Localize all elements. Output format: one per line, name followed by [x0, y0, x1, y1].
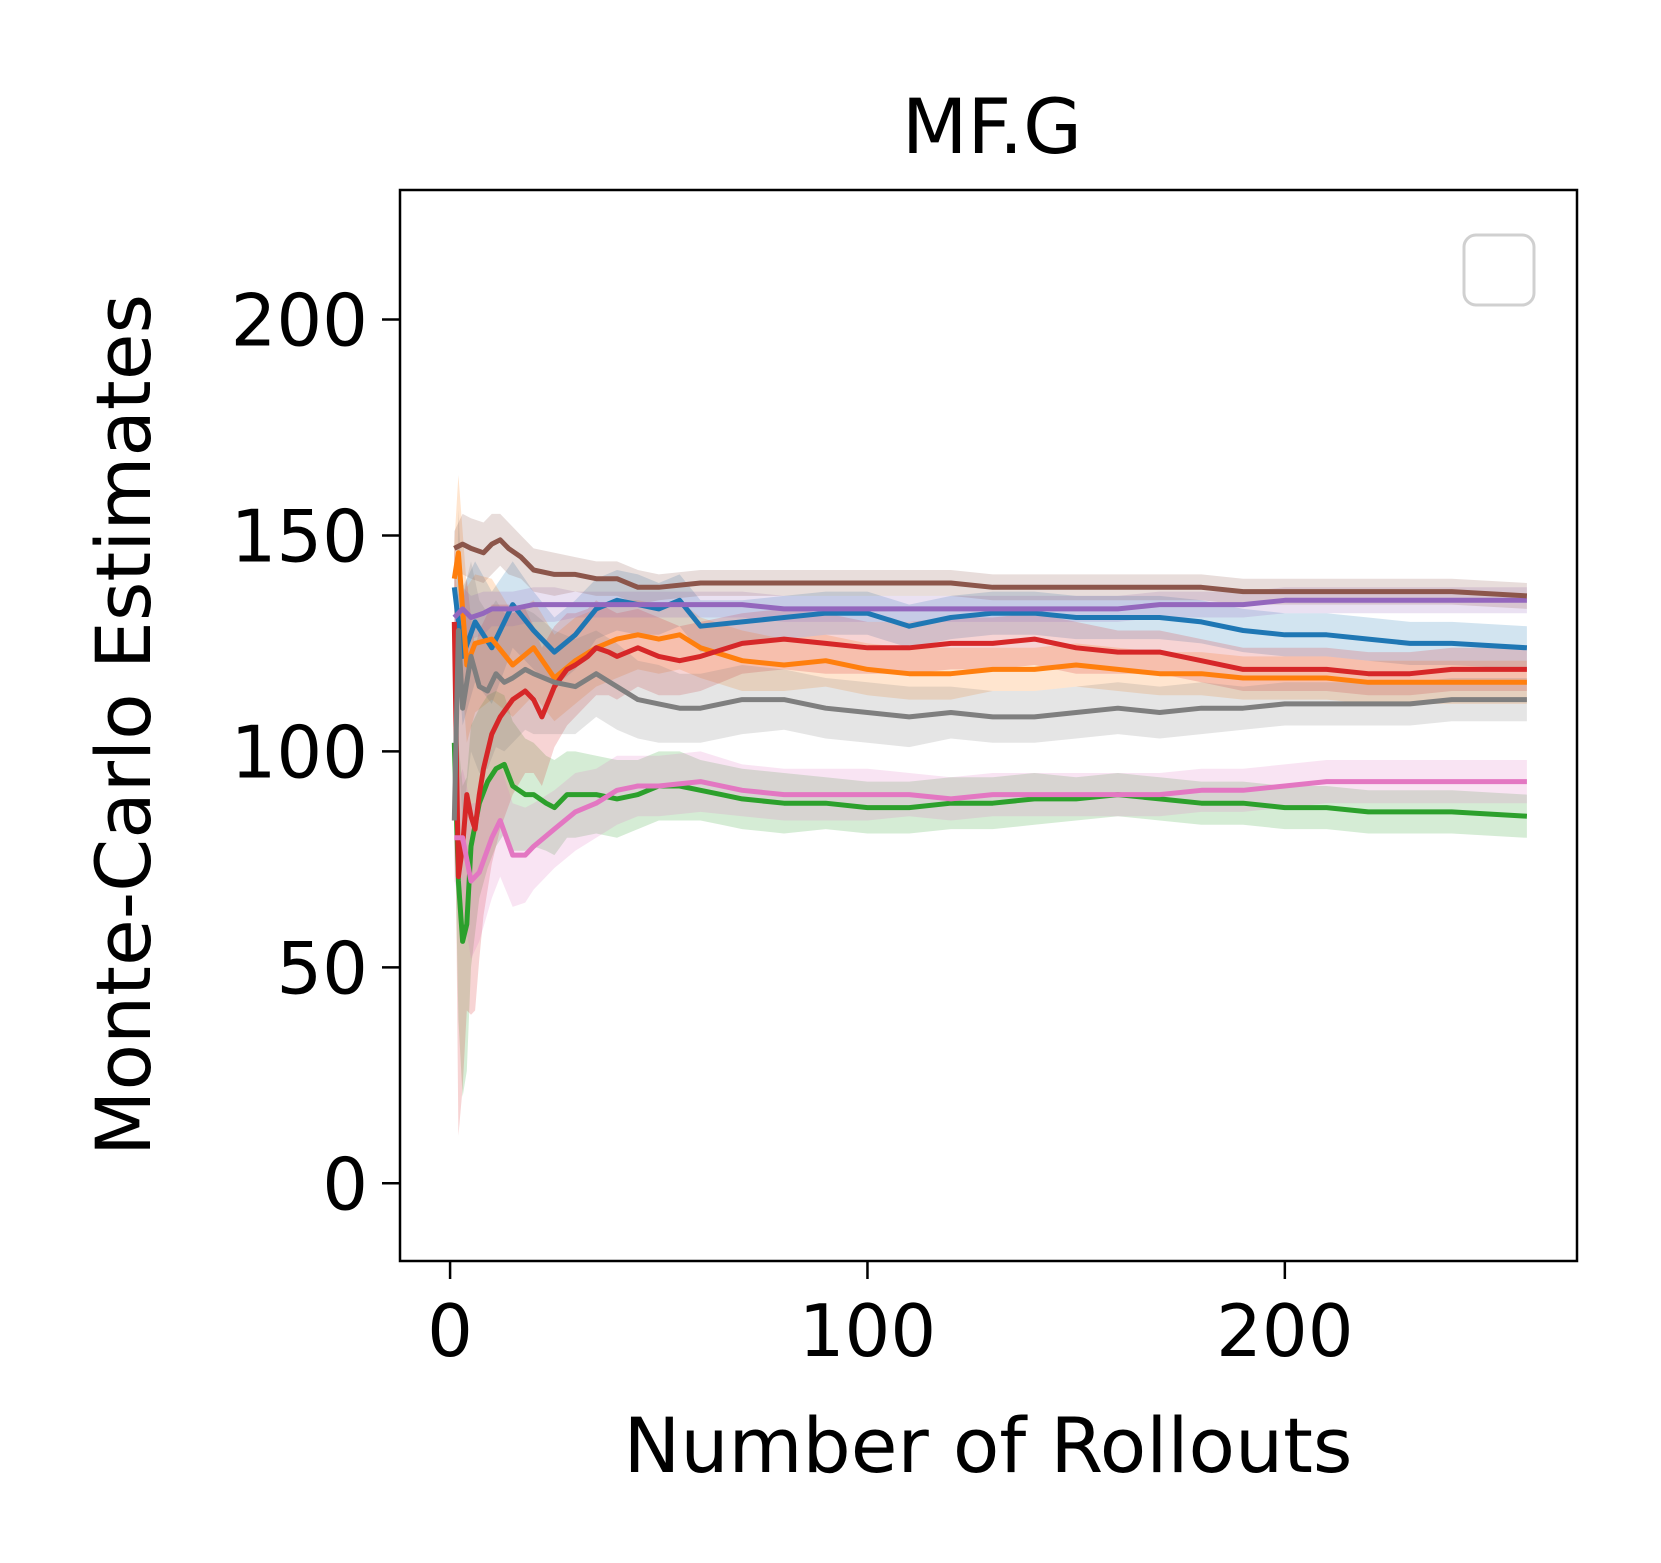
series-8-band [454, 509, 1527, 873]
y-tick-label: 100 [231, 710, 368, 794]
series-3-line [451, 742, 1528, 944]
series-lines [451, 537, 1528, 944]
plot-frame [398, 188, 1579, 1263]
series-4-band [454, 544, 1527, 1136]
x-tick-label: 0 [427, 1289, 473, 1373]
y-axis-label: Monte-Carlo Estimates [79, 294, 168, 1156]
y-tick-label: 0 [322, 1142, 368, 1226]
x-axis-ticks: 0 100 200 [427, 1261, 1354, 1373]
x-tick-label: 100 [799, 1289, 936, 1373]
series-5-line [452, 597, 1527, 620]
y-tick-label: 150 [231, 494, 368, 578]
x-tick-label: 200 [1216, 1289, 1353, 1373]
series-8-line [451, 628, 1527, 821]
x-axis-label: Number of Rollouts [623, 1401, 1352, 1490]
series-4-line [451, 621, 1527, 880]
series-2-line [451, 550, 1527, 685]
series-6-line [453, 537, 1528, 599]
y-tick-label: 50 [276, 926, 368, 1010]
chart-title: MF.G [902, 82, 1082, 171]
series-1-line [451, 587, 1528, 659]
y-tick-label: 200 [231, 279, 368, 363]
series-7-line [454, 779, 1527, 884]
legend-box[interactable] [1462, 233, 1536, 307]
y-axis-ticks: 0 50 100 150 200 [231, 279, 400, 1226]
